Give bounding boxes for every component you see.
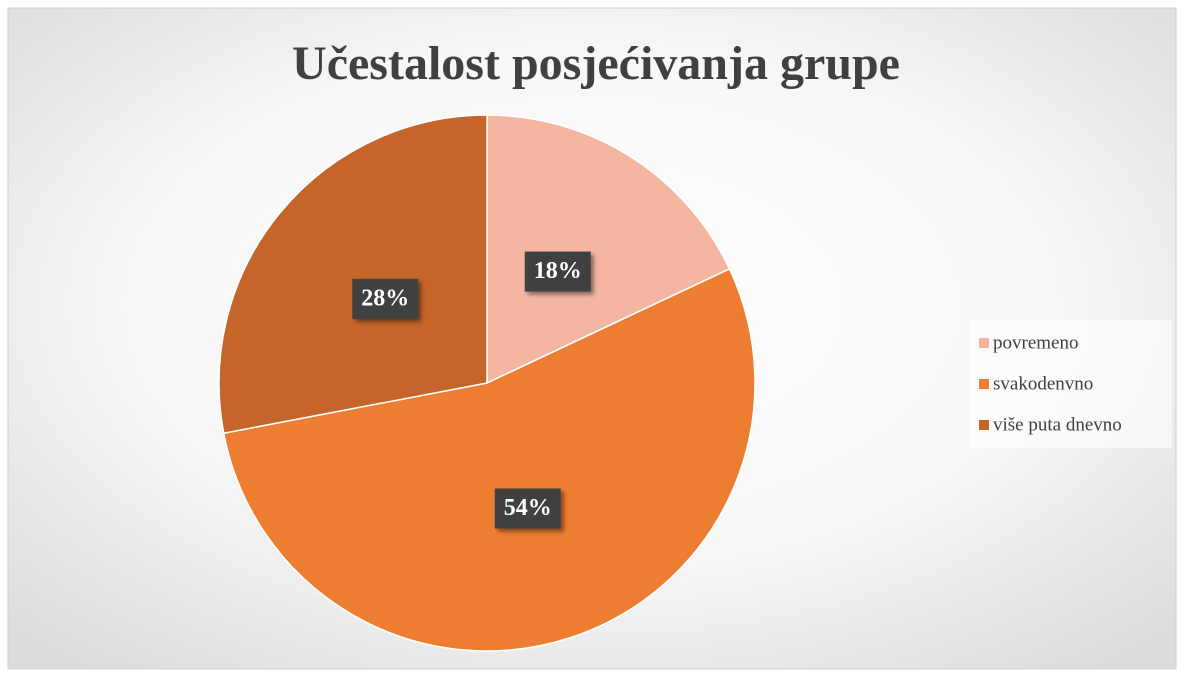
chart-title: Učestalost posjećivanja grupe xyxy=(292,37,900,90)
data-label: 28% xyxy=(361,285,409,311)
legend-box xyxy=(970,320,1172,448)
legend-swatch xyxy=(979,338,989,348)
data-label: 54% xyxy=(504,495,552,521)
legend-swatch xyxy=(979,379,989,389)
legend-label: više puta dnevno xyxy=(993,414,1122,435)
legend-swatch xyxy=(979,420,989,430)
legend-label: povremeno xyxy=(993,332,1078,353)
pie-slice xyxy=(222,267,756,652)
pie-slice xyxy=(486,114,731,385)
pie-slice xyxy=(218,114,488,435)
legend-label: svakodenvno xyxy=(993,373,1093,394)
data-label-box xyxy=(524,251,591,292)
data-label: 18% xyxy=(534,258,582,284)
data-label-box xyxy=(352,278,419,319)
data-label-box xyxy=(494,488,561,529)
